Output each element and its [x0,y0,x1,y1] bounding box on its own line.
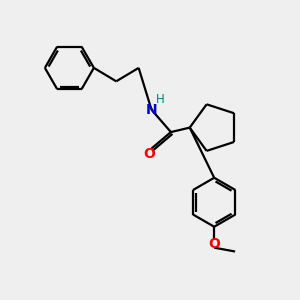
Text: O: O [143,147,155,161]
Text: N: N [146,103,157,117]
Text: O: O [208,237,220,251]
Text: H: H [155,93,164,106]
